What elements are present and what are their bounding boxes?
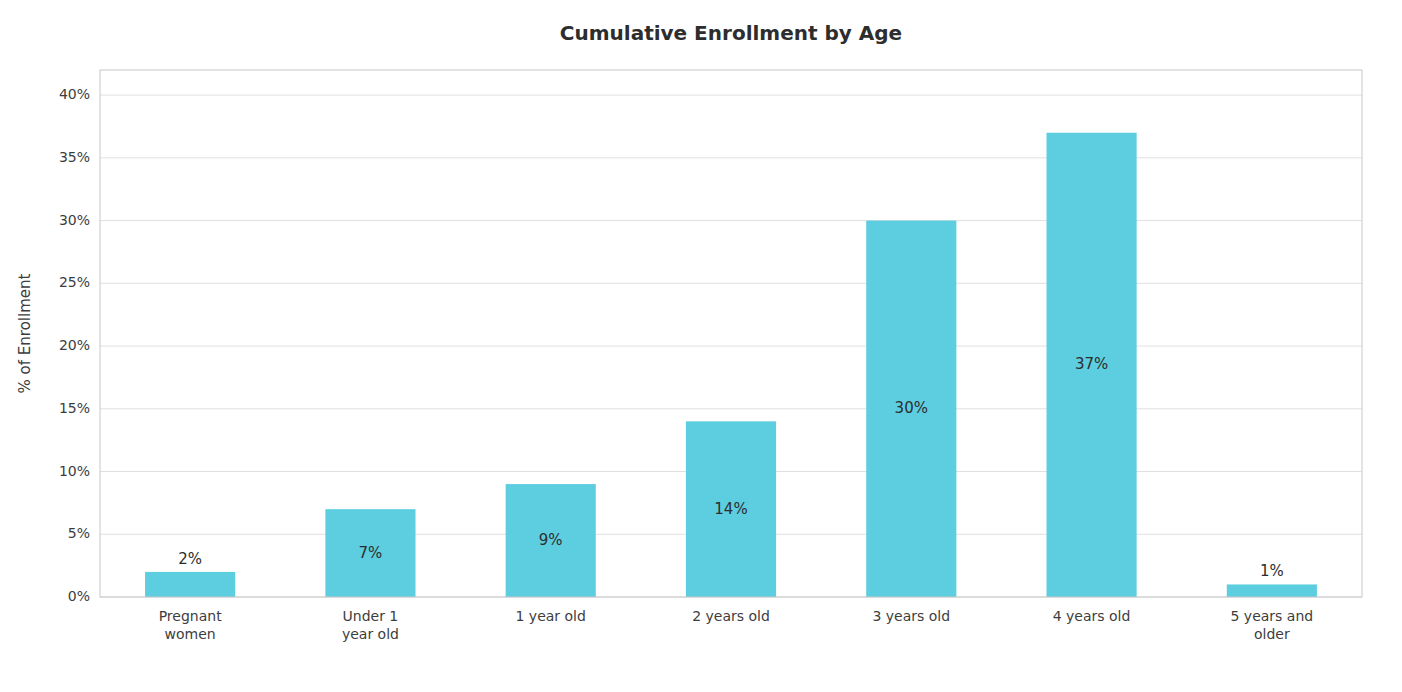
bar bbox=[325, 509, 415, 597]
x-tick-label: 4 years old bbox=[1053, 608, 1131, 624]
plot-frame bbox=[100, 70, 1362, 597]
grid-line bbox=[100, 157, 1362, 158]
bar bbox=[686, 421, 776, 597]
plot-area bbox=[100, 70, 1362, 597]
y-tick-label: 25% bbox=[59, 274, 90, 290]
x-tick-label: 2 years old bbox=[692, 608, 770, 624]
x-tick-label: 1 year old bbox=[516, 608, 586, 624]
data-label: 30% bbox=[895, 399, 928, 417]
data-label: 9% bbox=[539, 531, 563, 549]
y-tick-label: 10% bbox=[59, 463, 90, 479]
bar bbox=[145, 572, 235, 597]
y-tick-label: 0% bbox=[68, 588, 90, 604]
grid-line bbox=[100, 220, 1362, 221]
y-tick-label: 30% bbox=[59, 212, 90, 228]
title: Cumulative Enrollment by Age bbox=[560, 21, 902, 45]
bar bbox=[506, 484, 596, 597]
y-tick-label: 35% bbox=[59, 149, 90, 165]
bars bbox=[145, 133, 1317, 597]
data-label: 2% bbox=[178, 550, 202, 568]
grid-line bbox=[100, 408, 1362, 409]
data-label: 7% bbox=[359, 544, 383, 562]
chart-svg: Cumulative Enrollment by Age 0% 5% 10% 15% 20… bbox=[0, 0, 1402, 692]
x-tick-label: 5 years andolder bbox=[1231, 608, 1314, 642]
data-labels: 2% 7% 9% 14% 30% 37% 1% bbox=[178, 355, 1284, 580]
grid-line bbox=[100, 346, 1362, 347]
y-tick-label: 20% bbox=[59, 337, 90, 353]
chart-container: Cumulative Enrollment by Age 0% 5% 10% 15% 20… bbox=[0, 0, 1402, 692]
x-tick-label: Under 1year old bbox=[342, 608, 399, 642]
bar bbox=[1047, 133, 1137, 597]
x-tick-label: Pregnantwomen bbox=[159, 608, 222, 642]
y-axis-label: % of Enrollment bbox=[16, 273, 34, 393]
data-label: 37% bbox=[1075, 355, 1108, 373]
y-tick-label: 15% bbox=[59, 400, 90, 416]
y-tick-label: 40% bbox=[59, 86, 90, 102]
bar bbox=[866, 221, 956, 597]
grid-line bbox=[100, 95, 1362, 96]
x-tick-label: 3 years old bbox=[872, 608, 950, 624]
grid-line bbox=[100, 283, 1362, 284]
data-label: 14% bbox=[714, 500, 747, 518]
bar bbox=[1227, 584, 1317, 597]
y-tick-label: 5% bbox=[68, 525, 90, 541]
data-label: 1% bbox=[1260, 562, 1284, 580]
